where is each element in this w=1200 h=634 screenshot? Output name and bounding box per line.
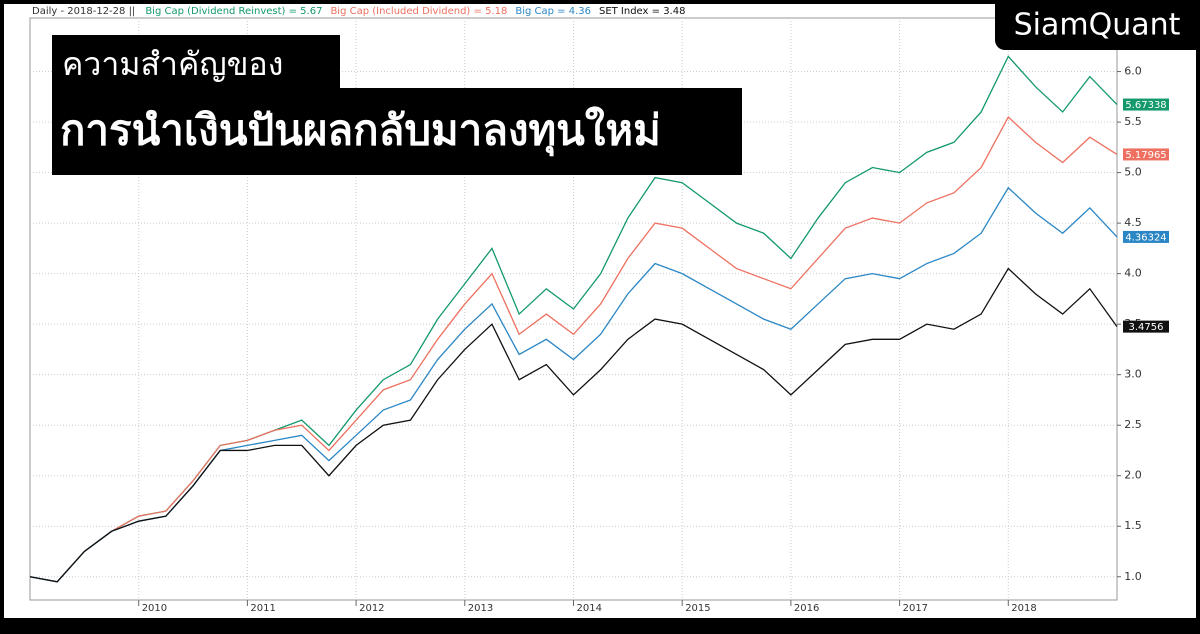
y-tick-label: 1.5 [1124, 519, 1142, 532]
title-box [52, 88, 742, 175]
end-label: 4.36324 [1125, 232, 1166, 243]
y-tick-label: 2.0 [1124, 469, 1142, 482]
y-tick-label: 1.0 [1124, 570, 1142, 583]
end-label-box [1123, 230, 1169, 243]
y-tick-label: 6.0 [1124, 65, 1142, 78]
y-tick-label: 5.0 [1124, 166, 1142, 179]
series-line [29, 115, 1118, 583]
legend-entry: SET Index = 3.48 [599, 6, 685, 17]
title-box [52, 35, 340, 89]
title-line: ความสำคัญของ [62, 45, 283, 83]
end-label-box [1123, 98, 1169, 111]
series-line [29, 267, 1118, 583]
legend-entry: Big Cap (Included Dividend) = 5.18 [330, 6, 507, 17]
brand: SiamQuant [1014, 8, 1181, 43]
x-tick-label: 2010 [142, 603, 167, 614]
end-label: 5.67338 [1125, 100, 1166, 111]
x-tick-label: 2017 [903, 603, 928, 614]
x-tick-label: 2018 [1011, 603, 1036, 614]
end-label: 5.17965 [1125, 150, 1166, 161]
y-tick-label: 5.5 [1124, 115, 1142, 128]
end-label-box [1123, 320, 1169, 333]
title-line: การนำเงินปันผลกลับมาลงทุนใหม่ [60, 106, 661, 157]
end-label: 3.4756 [1129, 322, 1164, 333]
legend-entry: Big Cap = 4.36 [515, 6, 591, 17]
x-tick-label: 2012 [359, 603, 384, 614]
y-tick-label: 4.0 [1124, 267, 1142, 280]
x-tick-label: 2011 [250, 603, 275, 614]
y-tick-label: 3.0 [1124, 368, 1142, 381]
x-tick-label: 2016 [794, 603, 819, 614]
x-tick-label: 2015 [685, 603, 710, 614]
x-tick-label: 2013 [468, 603, 493, 614]
legend-entry: Big Cap (Dividend Reinvest) = 5.67 [145, 6, 322, 17]
brand-box [995, 0, 1200, 50]
y-tick-label: 4.5 [1124, 216, 1142, 229]
header: Daily - 2018-12-28 || [32, 6, 135, 17]
end-label-box [1123, 148, 1169, 161]
x-tick-label: 2014 [577, 603, 602, 614]
y-tick-label: 2.5 [1124, 418, 1142, 431]
